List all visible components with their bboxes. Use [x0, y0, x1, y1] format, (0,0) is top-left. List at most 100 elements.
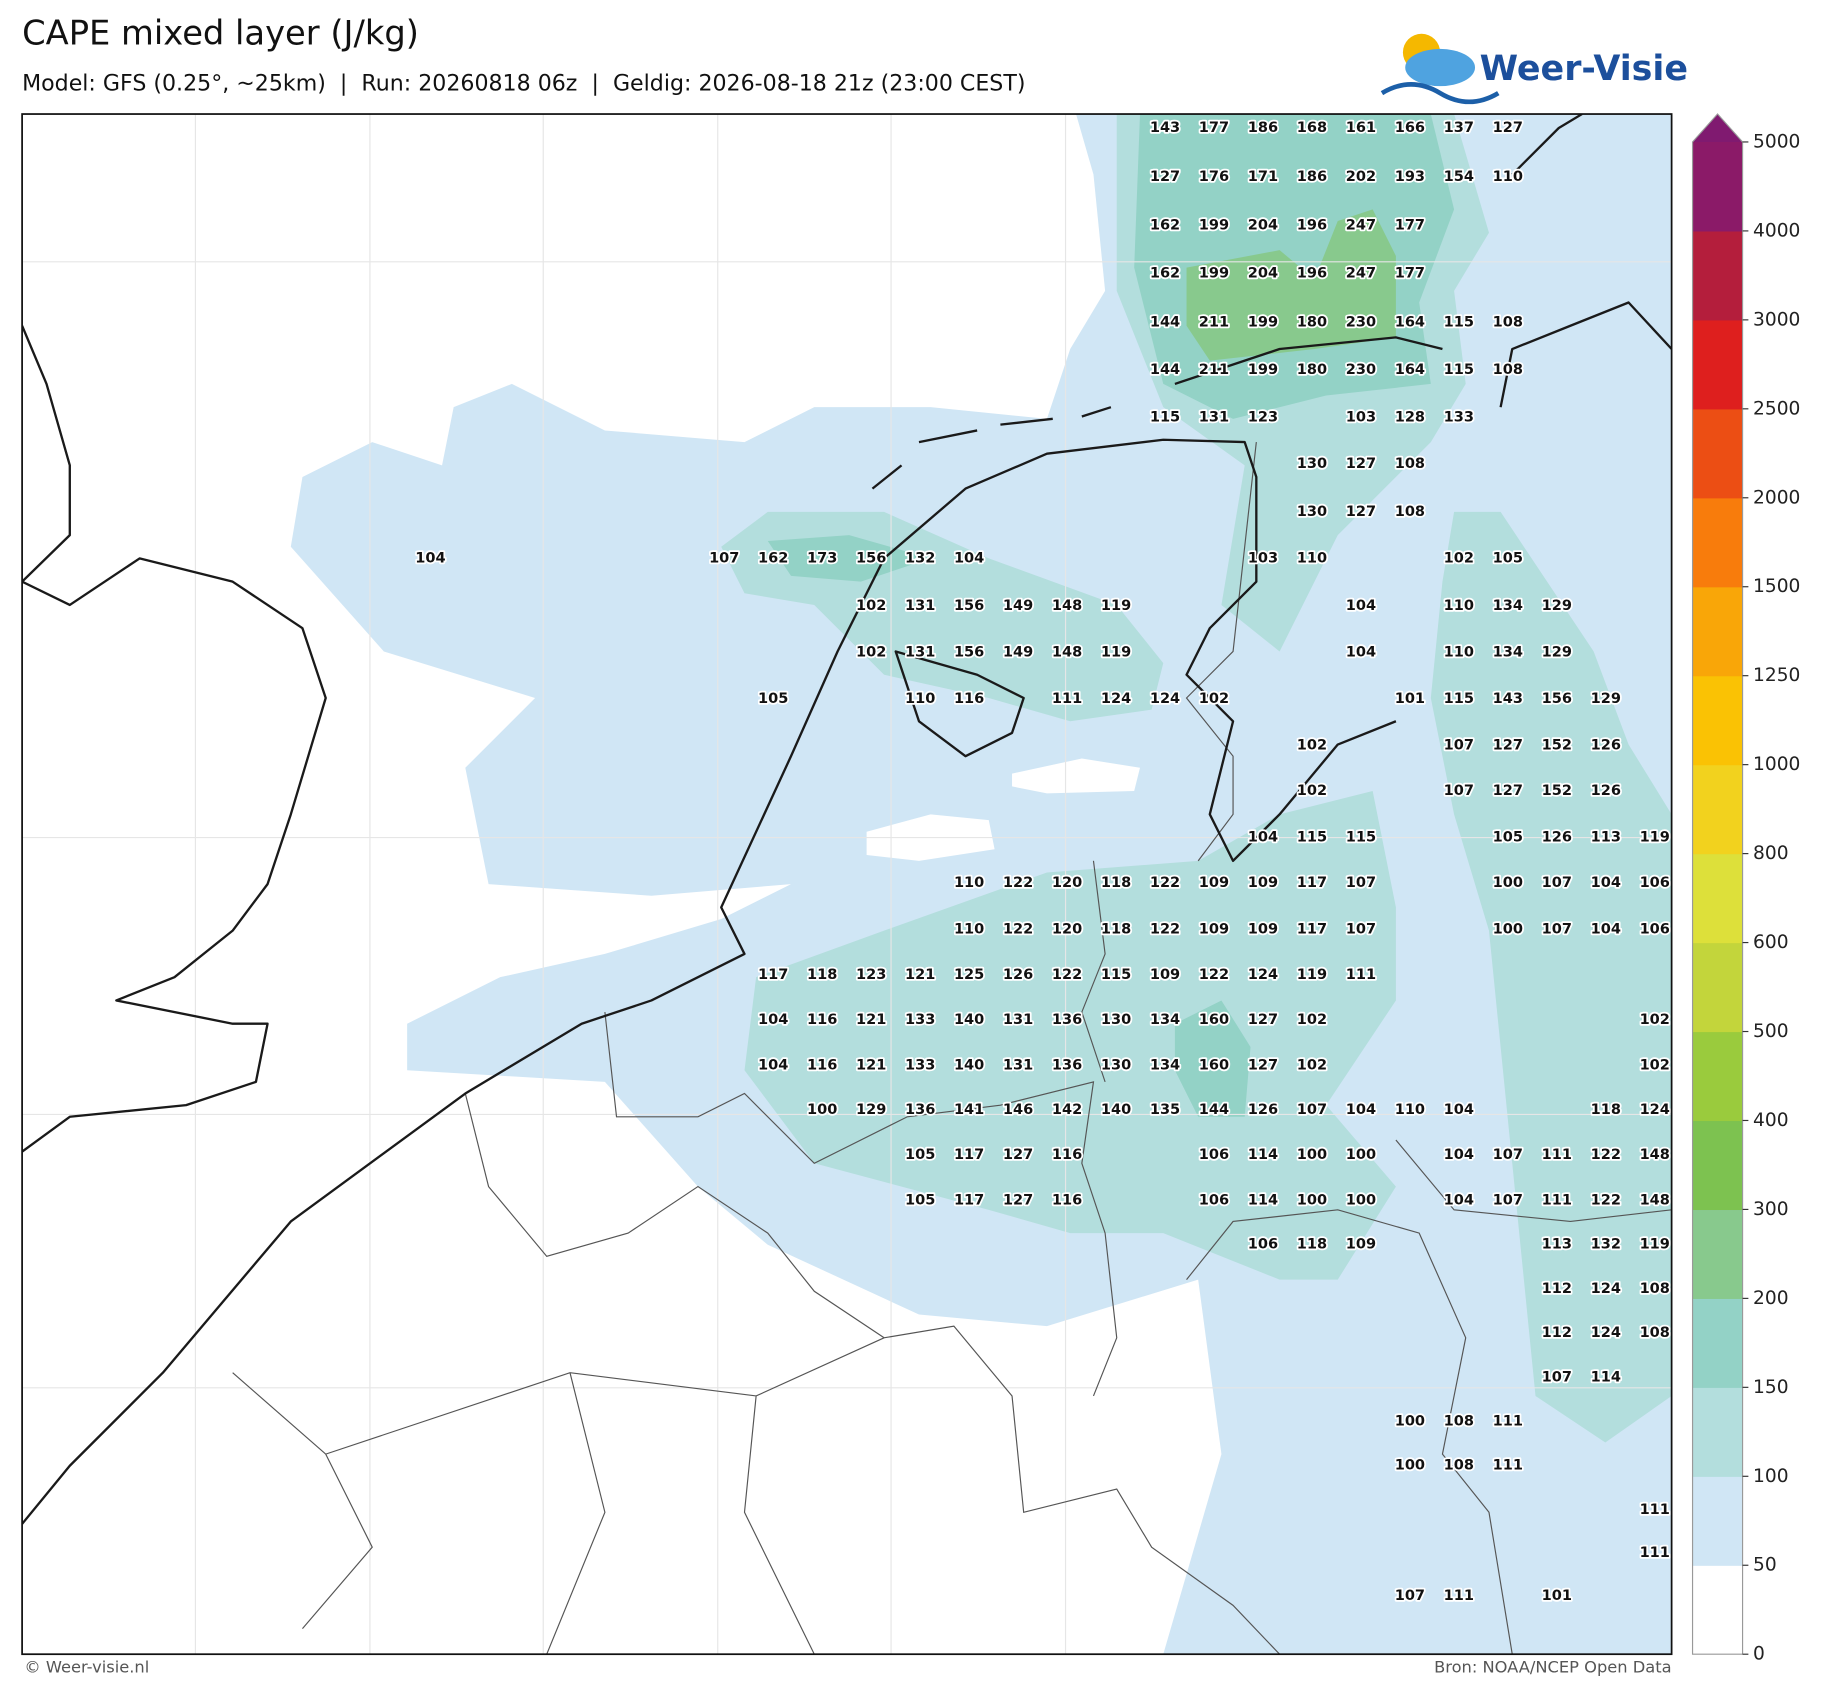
value-label: 119: [1640, 1237, 1670, 1253]
value-label: 121: [856, 1012, 886, 1028]
value-label: 152: [1542, 738, 1572, 754]
value-label: 106: [1199, 1147, 1229, 1163]
colorbar-segment: [1692, 1298, 1743, 1388]
logo: Weer-Visie: [1380, 33, 1688, 105]
value-label: 211: [1199, 314, 1229, 330]
value-label: 142: [1052, 1102, 1082, 1118]
value-label: 130: [1297, 504, 1327, 520]
value-label: 101: [1395, 691, 1425, 707]
value-label: 114: [1248, 1147, 1278, 1163]
value-label: 134: [1493, 598, 1523, 614]
colorbar-tick-label: 0: [1753, 1644, 1765, 1665]
value-label: 101: [1542, 1588, 1572, 1604]
value-label: 127: [1150, 169, 1180, 185]
value-label: 117: [1297, 921, 1327, 937]
cape-200-area: [1186, 209, 1396, 361]
value-label: 108: [1640, 1281, 1670, 1297]
value-label: 132: [905, 550, 935, 566]
value-label: 199: [1199, 265, 1229, 281]
colorbar-tick-label: 500: [1753, 1021, 1789, 1042]
value-label: 107: [1444, 738, 1474, 754]
value-label: 120: [1052, 921, 1082, 937]
colorbar-segment: [1692, 141, 1743, 232]
colorbar-segment: [1692, 1565, 1743, 1655]
value-label: 154: [1444, 169, 1474, 185]
value-label: 108: [1640, 1325, 1670, 1341]
value-label: 124: [1248, 967, 1278, 983]
value-label: 127: [1003, 1147, 1033, 1163]
value-label: 164: [1395, 362, 1425, 378]
value-label: 112: [1542, 1325, 1572, 1341]
colorbar-segment: [1692, 408, 1743, 499]
value-label: 131: [1003, 1058, 1033, 1074]
value-label: 111: [1542, 1193, 1572, 1209]
value-label: 108: [1395, 504, 1425, 520]
value-label: 108: [1493, 362, 1523, 378]
value-label: 130: [1297, 456, 1327, 472]
value-label: 133: [905, 1012, 935, 1028]
value-label: 161: [1346, 120, 1376, 136]
value-labels: 143 177 186 168 161 166 137 127 127 176 171 186 202 1…: [413, 118, 1671, 1606]
value-label: 124: [1591, 1281, 1621, 1297]
value-label: 116: [807, 1012, 837, 1028]
value-label: 116: [1052, 1193, 1082, 1209]
value-label: 100: [1346, 1147, 1376, 1163]
colorbar-tick-label: 2500: [1753, 398, 1800, 419]
value-label: 199: [1248, 362, 1278, 378]
value-label: 117: [758, 967, 788, 983]
value-label: 103: [1346, 410, 1376, 426]
value-label: 112: [1542, 1281, 1572, 1297]
value-label: 111: [1542, 1147, 1572, 1163]
value-label: 126: [1591, 738, 1621, 754]
value-label: 143: [1150, 120, 1180, 136]
value-label: 140: [1101, 1102, 1131, 1118]
value-label: 113: [1591, 830, 1621, 846]
value-label: 168: [1297, 120, 1327, 136]
value-label: 122: [1052, 967, 1082, 983]
value-label: 100: [1297, 1147, 1327, 1163]
colorbar-segment: [1692, 853, 1743, 944]
value-label: 104: [1346, 645, 1376, 661]
value-label: 104: [1346, 1102, 1376, 1118]
colorbar-outline: [1691, 113, 1744, 1655]
colorbar-tick-label: 600: [1753, 932, 1789, 953]
value-label: 109: [1150, 967, 1180, 983]
value-label: 247: [1346, 265, 1376, 281]
value-label: 110: [954, 921, 984, 937]
value-label: 125: [954, 967, 984, 983]
value-label: 123: [1248, 410, 1278, 426]
value-label: 124: [1101, 691, 1131, 707]
value-label: 105: [1493, 830, 1523, 846]
value-label: 110: [1297, 550, 1327, 566]
logo-text: Weer-Visie: [1480, 49, 1688, 89]
value-label: 103: [1248, 550, 1278, 566]
cape-hole: [866, 758, 1140, 861]
value-label: 180: [1297, 314, 1327, 330]
colorbar-segment: [1692, 1387, 1743, 1477]
value-label: 114: [1591, 1369, 1621, 1385]
logo-wave: [1380, 82, 1500, 105]
value-label: 106: [1640, 875, 1670, 891]
colorbar-tick-label: 100: [1753, 1466, 1789, 1487]
colorbar-segment: [1692, 586, 1743, 677]
value-label: 177: [1395, 218, 1425, 234]
value-label: 106: [1248, 1237, 1278, 1253]
value-label: 186: [1297, 169, 1327, 185]
value-label: 100: [1493, 921, 1523, 937]
value-label: 115: [1444, 362, 1474, 378]
value-label: 104: [1248, 830, 1278, 846]
value-label: 120: [1052, 875, 1082, 891]
value-label: 108: [1444, 1414, 1474, 1430]
colorbar-tick-label: 50: [1753, 1555, 1777, 1576]
value-label: 134: [1150, 1012, 1180, 1028]
map-frame: [21, 113, 1673, 1656]
colorbar-tick-label: 300: [1753, 1199, 1789, 1220]
colorbar-tick-label: 5000: [1753, 131, 1800, 152]
value-label: 121: [856, 1058, 886, 1074]
value-label: 110: [905, 691, 935, 707]
colorbar-extend: [1692, 114, 1743, 142]
colorbar-segment: [1692, 319, 1743, 410]
value-label: 107: [1493, 1147, 1523, 1163]
colorbar-segment: [1692, 230, 1743, 321]
